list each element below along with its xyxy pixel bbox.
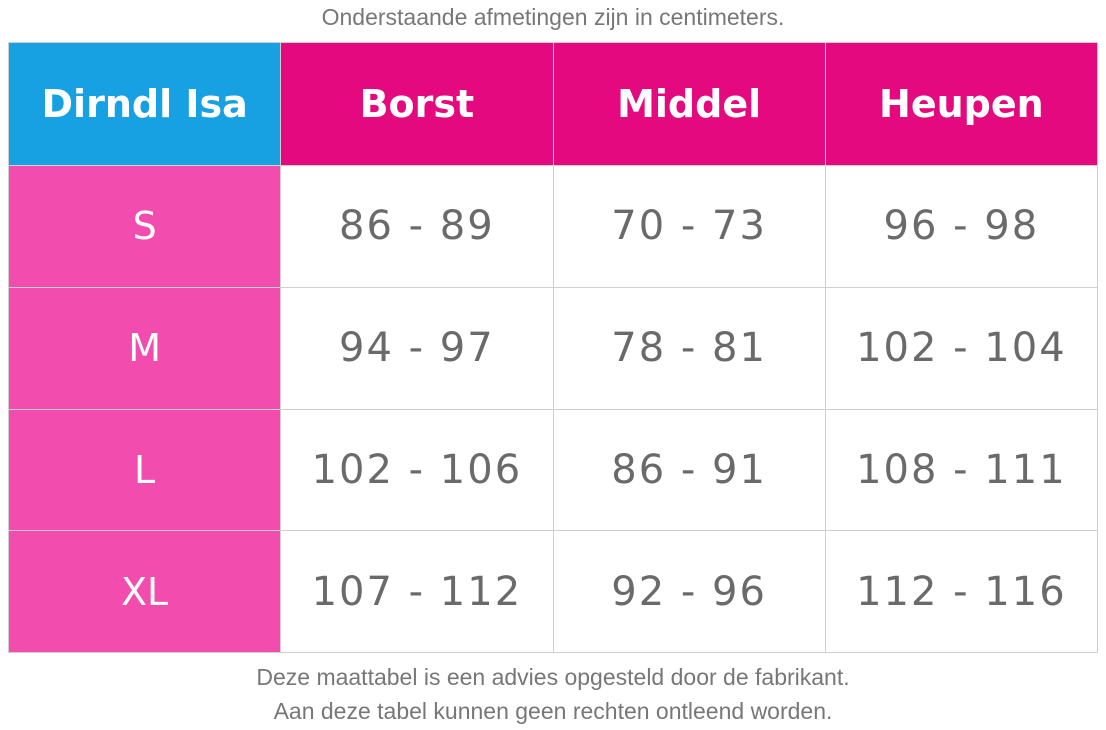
table-row: M 94 - 97 78 - 81 102 - 104	[7, 286, 1099, 410]
table-cell: 86 - 91	[552, 408, 826, 532]
column-header: Middel	[552, 42, 826, 166]
column-header: Heupen	[824, 42, 1099, 166]
caption: Onderstaande afmetingen zijn in centimet…	[321, 4, 785, 30]
table-cell: 112 - 116	[824, 530, 1099, 653]
table-cell: 96 - 98	[824, 165, 1099, 288]
column-header: Borst	[280, 42, 554, 166]
table-cell: 102 - 104	[824, 286, 1099, 410]
header-row: Dirndl Isa Borst Middel Heupen	[7, 42, 1099, 166]
table-cell: 94 - 97	[280, 286, 554, 410]
footer-note: Aan deze tabel kunnen geen rechten ontle…	[273, 698, 833, 724]
table-cell: 102 - 106	[280, 408, 554, 532]
row-header: L	[7, 408, 282, 532]
row-header: M	[7, 286, 282, 410]
row-header: XL	[7, 530, 282, 653]
row-header: S	[7, 165, 282, 288]
table-cell: 92 - 96	[552, 530, 826, 653]
table-row: S 86 - 89 70 - 73 96 - 98	[7, 165, 1099, 288]
table-cell: 108 - 111	[824, 408, 1099, 532]
table-cell: 86 - 89	[280, 165, 554, 288]
footer-note: Deze maattabel is een advies opgesteld d…	[256, 664, 850, 690]
table-cell: 70 - 73	[552, 165, 826, 288]
size-table: Dirndl Isa Borst Middel Heupen S 86 - 89 70 - …	[7, 42, 1099, 653]
table-row: L 102 - 106 86 - 91 108 - 111	[7, 408, 1099, 532]
table-row: XL 107 - 112 92 - 96 112 - 116	[7, 530, 1099, 653]
column-header: Dirndl Isa	[7, 42, 282, 166]
table-cell: 107 - 112	[280, 530, 554, 653]
table-cell: 78 - 81	[552, 286, 826, 410]
